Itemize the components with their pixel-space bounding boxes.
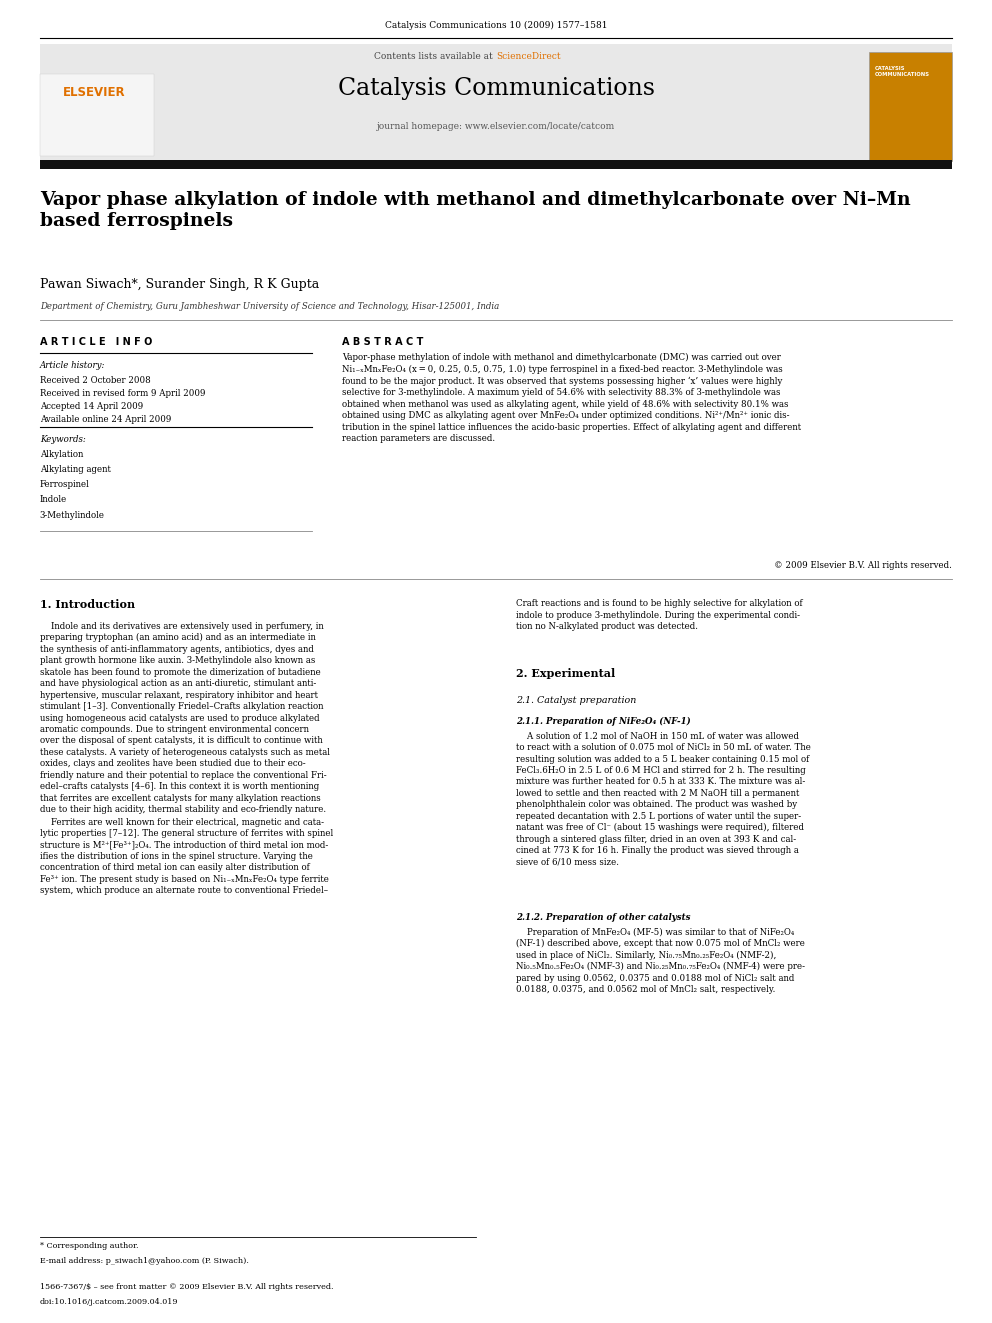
Text: Indole and its derivatives are extensively used in perfumery, in
preparing trypt: Indole and its derivatives are extensive… <box>40 622 329 814</box>
Text: Ferrospinel: Ferrospinel <box>40 480 89 490</box>
Bar <box>869 52 952 161</box>
Text: Alkylation: Alkylation <box>40 450 83 459</box>
Text: Catalysis Communications: Catalysis Communications <box>337 77 655 99</box>
Text: Pawan Siwach*, Surander Singh, R K Gupta: Pawan Siwach*, Surander Singh, R K Gupta <box>40 278 319 291</box>
Text: 3-Methylindole: 3-Methylindole <box>40 511 105 520</box>
Text: Craft reactions and is found to be highly selective for alkylation of
indole to : Craft reactions and is found to be highl… <box>516 599 803 631</box>
Text: Preparation of MnFe₂O₄ (MF-5) was similar to that of NiFe₂O₄
(NF-1) described ab: Preparation of MnFe₂O₄ (MF-5) was simila… <box>516 927 805 995</box>
Text: Alkylating agent: Alkylating agent <box>40 464 110 474</box>
Text: 1. Introduction: 1. Introduction <box>40 599 135 610</box>
Text: Vapor phase alkylation of indole with methanol and dimethylcarbonate over Ni–Mn
: Vapor phase alkylation of indole with me… <box>40 191 911 230</box>
Bar <box>40 74 154 156</box>
Text: ScienceDirect: ScienceDirect <box>496 52 560 61</box>
Text: * Corresponding author.: * Corresponding author. <box>40 1242 138 1250</box>
Text: E-mail address: p_siwach1@yahoo.com (P. Siwach).: E-mail address: p_siwach1@yahoo.com (P. … <box>40 1257 249 1265</box>
Bar <box>40 44 952 161</box>
Text: 2.1. Catalyst preparation: 2.1. Catalyst preparation <box>516 696 636 705</box>
Text: Article history:: Article history: <box>40 361 105 370</box>
Text: Indole: Indole <box>40 495 66 504</box>
Text: doi:10.1016/j.catcom.2009.04.019: doi:10.1016/j.catcom.2009.04.019 <box>40 1298 179 1306</box>
Text: Ferrites are well known for their electrical, magnetic and cata-
lytic propertie: Ferrites are well known for their electr… <box>40 818 333 896</box>
Text: 2.1.1. Preparation of NiFe₂O₄ (NF-1): 2.1.1. Preparation of NiFe₂O₄ (NF-1) <box>516 717 690 726</box>
Text: Accepted 14 April 2009: Accepted 14 April 2009 <box>40 402 143 411</box>
Bar <box>40 160 952 169</box>
Text: 2. Experimental: 2. Experimental <box>516 668 615 679</box>
Text: 2.1.2. Preparation of other catalysts: 2.1.2. Preparation of other catalysts <box>516 913 690 922</box>
Text: Received in revised form 9 April 2009: Received in revised form 9 April 2009 <box>40 389 205 398</box>
Text: Received 2 October 2008: Received 2 October 2008 <box>40 376 151 385</box>
Text: Catalysis Communications 10 (2009) 1577–1581: Catalysis Communications 10 (2009) 1577–… <box>385 21 607 30</box>
Text: A solution of 1.2 mol of NaOH in 150 mL of water was allowed
to react with a sol: A solution of 1.2 mol of NaOH in 150 mL … <box>516 732 810 867</box>
Text: A B S T R A C T: A B S T R A C T <box>342 337 424 348</box>
Text: Department of Chemistry, Guru Jambheshwar University of Science and Technology, : Department of Chemistry, Guru Jambheshwa… <box>40 302 499 311</box>
Text: Available online 24 April 2009: Available online 24 April 2009 <box>40 415 171 425</box>
Text: © 2009 Elsevier B.V. All rights reserved.: © 2009 Elsevier B.V. All rights reserved… <box>775 561 952 570</box>
Text: A R T I C L E   I N F O: A R T I C L E I N F O <box>40 337 152 348</box>
Text: Vapor-phase methylation of indole with methanol and dimethylcarbonate (DMC) was : Vapor-phase methylation of indole with m… <box>342 353 802 443</box>
Text: ELSEVIER: ELSEVIER <box>62 86 126 99</box>
Text: Contents lists available at: Contents lists available at <box>374 52 496 61</box>
Text: journal homepage: www.elsevier.com/locate/catcom: journal homepage: www.elsevier.com/locat… <box>377 122 615 131</box>
Text: 1566-7367/$ – see front matter © 2009 Elsevier B.V. All rights reserved.: 1566-7367/$ – see front matter © 2009 El… <box>40 1283 333 1291</box>
Text: CATALYSIS
COMMUNICATIONS: CATALYSIS COMMUNICATIONS <box>875 66 930 77</box>
Text: Keywords:: Keywords: <box>40 435 85 445</box>
